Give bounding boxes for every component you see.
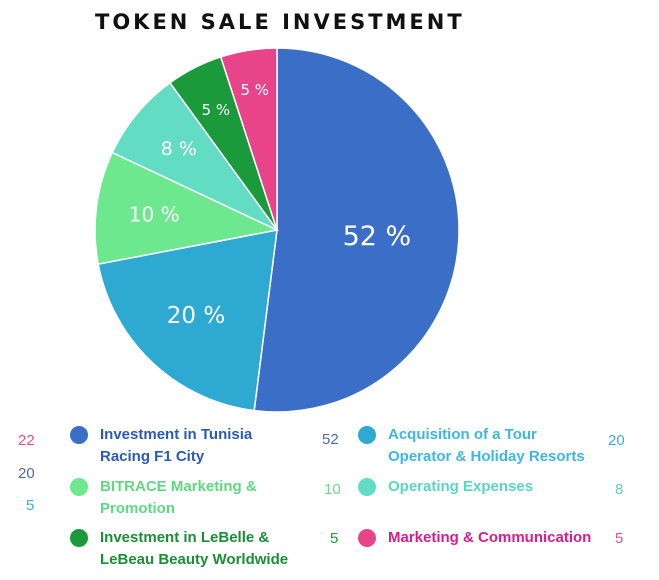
legend-item: Operating Expenses [358, 476, 533, 498]
legend-label-line: Operator & Holiday Resorts [388, 448, 585, 465]
side-number: 5 [615, 530, 624, 547]
pie-slice [253, 47, 460, 413]
pie-slice [94, 151, 280, 265]
legend-label-line: Investment in LeBelle & [100, 529, 270, 546]
legend-swatch [70, 529, 88, 547]
legend-label: Acquisition of a Tour Operator & Holiday … [388, 424, 585, 468]
legend-label: BITRACE Marketing & Promotion [100, 476, 257, 520]
pie-slice [111, 81, 278, 231]
legend-label-line: BITRACE Marketing & [100, 478, 257, 495]
slice-label: 20 % [167, 303, 225, 329]
legend-label-line: Promotion [100, 500, 175, 517]
legend-swatch [70, 426, 88, 444]
side-number: 8 [615, 481, 624, 498]
legend-label-line: Acquisition of a Tour [388, 426, 537, 443]
legend-swatch [358, 529, 376, 547]
slice-label: 10 % [129, 202, 180, 226]
side-number: 20 [608, 432, 625, 449]
side-number: 10 [324, 481, 341, 498]
side-number: 20 [18, 465, 35, 482]
legend-swatch [358, 426, 376, 444]
legend-swatch [70, 478, 88, 496]
legend-item: Investment in LeBelle & LeBeau Beauty Wor… [70, 527, 288, 571]
legend-label-line: LeBeau Beauty Worldwide [100, 551, 289, 568]
side-number: 5 [330, 530, 339, 547]
legend-swatch [358, 478, 376, 496]
legend-item: Investment in Tunisia Racing F1 City [70, 424, 252, 468]
chart-title: TOKEN SALE INVESTMENT [95, 10, 465, 34]
side-number: 22 [18, 432, 35, 449]
legend-label-line: Investment in Tunisia [100, 426, 253, 443]
side-number: 5 [26, 497, 35, 514]
legend-label: Investment in LeBelle & LeBeau Beauty Wor… [100, 527, 288, 571]
legend-label-line: Marketing & Communication [388, 529, 592, 546]
slice-label: 8 % [161, 138, 197, 160]
legend-label: Investment in Tunisia Racing F1 City [100, 424, 252, 468]
slice-label: 52 % [343, 221, 412, 252]
legend-item: Marketing & Communication [358, 527, 591, 549]
pie-chart: 52 % 20 % 10 % 8 % 5 % 5 % [94, 47, 460, 413]
legend-label-line: Operating Expenses [388, 478, 534, 495]
legend-label: Marketing & Communication [388, 527, 591, 549]
legend-label: Operating Expenses [388, 476, 533, 498]
pie-slice [97, 229, 278, 412]
legend-label-line: Racing F1 City [100, 448, 205, 465]
pie-slice [219, 47, 278, 231]
slice-label: 5 % [202, 101, 231, 119]
legend-item: Acquisition of a Tour Operator & Holiday … [358, 424, 585, 468]
slice-label: 5 % [241, 81, 270, 99]
side-number: 52 [322, 431, 339, 448]
legend-item: BITRACE Marketing & Promotion [70, 476, 257, 520]
